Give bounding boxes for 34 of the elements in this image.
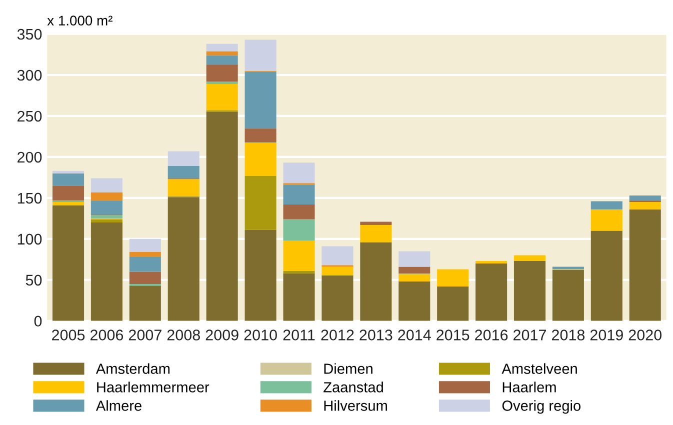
x-tick-label: 2010 — [244, 330, 277, 340]
x-tick-label: 2005 — [52, 330, 85, 340]
x-tick-label: 2006 — [90, 330, 124, 340]
x-tick-label: 2014 — [398, 330, 431, 340]
legend-label: Amsterdam — [96, 363, 170, 374]
legend-label: Amstelveen — [502, 363, 577, 374]
y-tick-label: 0 — [34, 316, 42, 327]
legend-label: Overig regio — [502, 400, 580, 414]
legend-label: Almere — [96, 400, 142, 411]
x-tick-label: 2020 — [628, 330, 662, 340]
y-tick-label: 350 — [17, 28, 42, 40]
y-tick-label: 250 — [18, 110, 42, 122]
legend-label: Zaanstad — [324, 382, 383, 392]
y-tick-label: 300 — [17, 70, 42, 81]
y-tick-label: 50 — [26, 274, 42, 286]
y-axis-title: x 1.000 m² — [47, 16, 112, 26]
x-tick-label: 2018 — [552, 330, 585, 340]
x-tick-label: 2019 — [590, 330, 623, 340]
x-tick-label: 2008 — [167, 330, 200, 340]
x-tick-label: 2007 — [128, 330, 162, 340]
x-tick-label: 2017 — [514, 330, 546, 340]
y-tick-label: 200 — [18, 152, 42, 163]
x-tick-label: 2011 — [283, 330, 315, 340]
legend-label: Haarlemmermeer — [97, 382, 210, 392]
legend-label: Diemen — [324, 363, 372, 374]
x-tick-label: 2009 — [206, 330, 238, 340]
x-tick-label: 2016 — [475, 330, 508, 340]
x-tick-label: 2012 — [321, 330, 354, 340]
y-tick-label: 150 — [18, 192, 42, 204]
x-tick-label: 2013 — [360, 330, 392, 340]
x-tick-label: 2015 — [436, 330, 470, 340]
legend-label: Haarlem — [502, 382, 556, 392]
legend-label: Hilversum — [324, 400, 387, 411]
y-tick-label: 100 — [18, 234, 42, 245]
